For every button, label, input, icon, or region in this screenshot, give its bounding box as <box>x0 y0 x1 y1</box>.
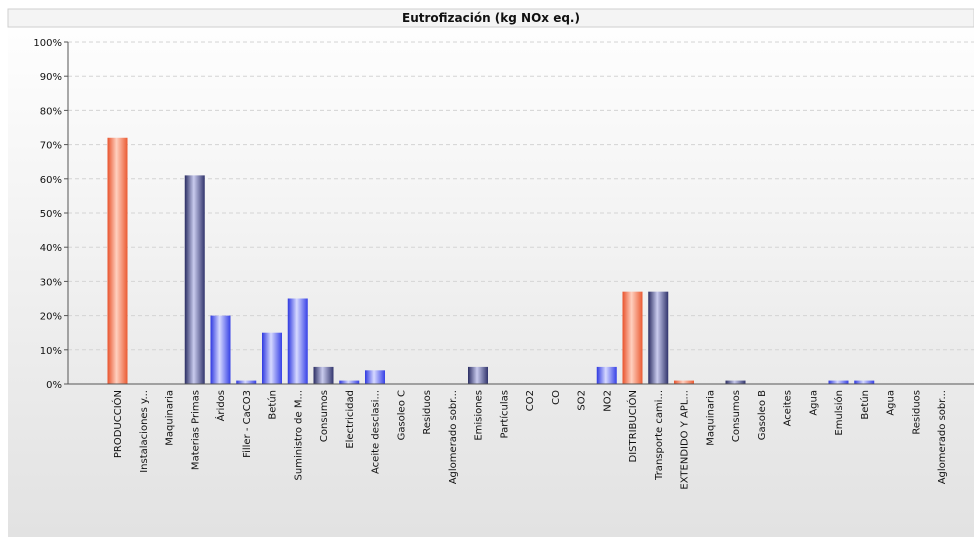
x-tick-label: Agua <box>808 390 819 416</box>
x-tick-label: Aglomerado sobr... <box>448 390 459 484</box>
x-tick-label: Instalaciones y... <box>139 390 150 473</box>
y-tick-label: 10% <box>40 346 62 357</box>
x-tick-label: Maquinaria <box>165 390 176 446</box>
y-tick-label: 60% <box>40 175 62 186</box>
y-tick-label: 100% <box>33 38 62 49</box>
x-tick-label: Maquinaria <box>705 390 716 446</box>
x-tick-label: Áridos <box>214 390 227 421</box>
y-tick-label: 80% <box>40 106 62 117</box>
x-tick-label: Electricidad <box>345 390 356 449</box>
x-tick-label: Consumos <box>731 390 742 442</box>
x-tick-label: Agua <box>886 390 897 416</box>
x-tick-label: EXTENDIDO Y APL... <box>680 390 691 490</box>
x-tick-label: DISTRIBUCIÓN <box>626 390 639 462</box>
x-tick-label: Emulsión <box>833 390 845 436</box>
bar <box>339 380 360 384</box>
x-tick-label: Partículas <box>498 390 510 438</box>
bar <box>828 380 849 384</box>
x-tick-label: CO2 <box>525 390 536 411</box>
bar <box>313 366 334 384</box>
x-tick-label: CO <box>551 390 562 405</box>
bar <box>725 380 746 384</box>
x-tick-label: Betún <box>859 390 871 420</box>
bar <box>262 332 282 384</box>
y-tick-label: 70% <box>40 141 62 152</box>
x-tick-label: Emisiones <box>474 390 485 441</box>
bar <box>674 380 694 384</box>
bar <box>184 175 205 384</box>
bar <box>648 291 669 384</box>
y-tick-label: 0% <box>46 380 62 391</box>
bars <box>107 137 875 384</box>
x-tick-label: Gasoleo C <box>396 390 407 440</box>
chart-background <box>8 9 974 537</box>
x-tick-label: Transporte cami... <box>654 390 665 481</box>
x-axis-tick-labels: PRODUCCIÓN Instalaciones y... Maquinaria Ma… <box>111 390 948 490</box>
x-tick-label: Betún <box>267 390 279 420</box>
bar <box>236 380 257 384</box>
x-tick-label: Consumos <box>319 390 330 442</box>
bar <box>107 137 128 384</box>
x-tick-label: Filler - CaCO3 <box>242 390 253 458</box>
y-axis-tick-labels: 0% 10% 20% 30% 40% 50% 60% 70% 80% 90% 100% <box>33 38 68 391</box>
x-tick-label: PRODUCCIÓN <box>111 390 124 458</box>
bar <box>287 298 308 384</box>
x-tick-label: Materias Primas <box>190 390 201 470</box>
bar <box>210 315 231 384</box>
title-bar <box>7 8 974 28</box>
x-tick-label: Suministro de M... <box>293 390 304 480</box>
x-tick-label: Residuos <box>911 390 922 435</box>
x-tick-label: Residuos <box>422 390 433 435</box>
y-tick-label: 30% <box>40 277 62 288</box>
x-tick-label: Aceites <box>783 390 794 426</box>
x-tick-label: Aceite desclasi... <box>371 390 382 474</box>
y-tick-label: 90% <box>40 72 62 83</box>
y-tick-label: 40% <box>40 243 62 254</box>
chart-title: Eutrofización (kg NOx eq.) <box>402 11 580 25</box>
bar <box>596 366 617 384</box>
x-tick-label: Aglomerado sobr... <box>937 390 948 484</box>
y-tick-label: 50% <box>40 209 62 220</box>
bar <box>468 366 488 384</box>
bar <box>365 370 385 384</box>
bar <box>854 380 875 384</box>
x-tick-label: Gasoleo B <box>757 390 768 440</box>
x-tick-label: SO2 <box>577 390 588 411</box>
y-tick-label: 20% <box>40 312 62 323</box>
bar <box>622 291 643 384</box>
x-tick-label: NO2 <box>602 390 613 412</box>
